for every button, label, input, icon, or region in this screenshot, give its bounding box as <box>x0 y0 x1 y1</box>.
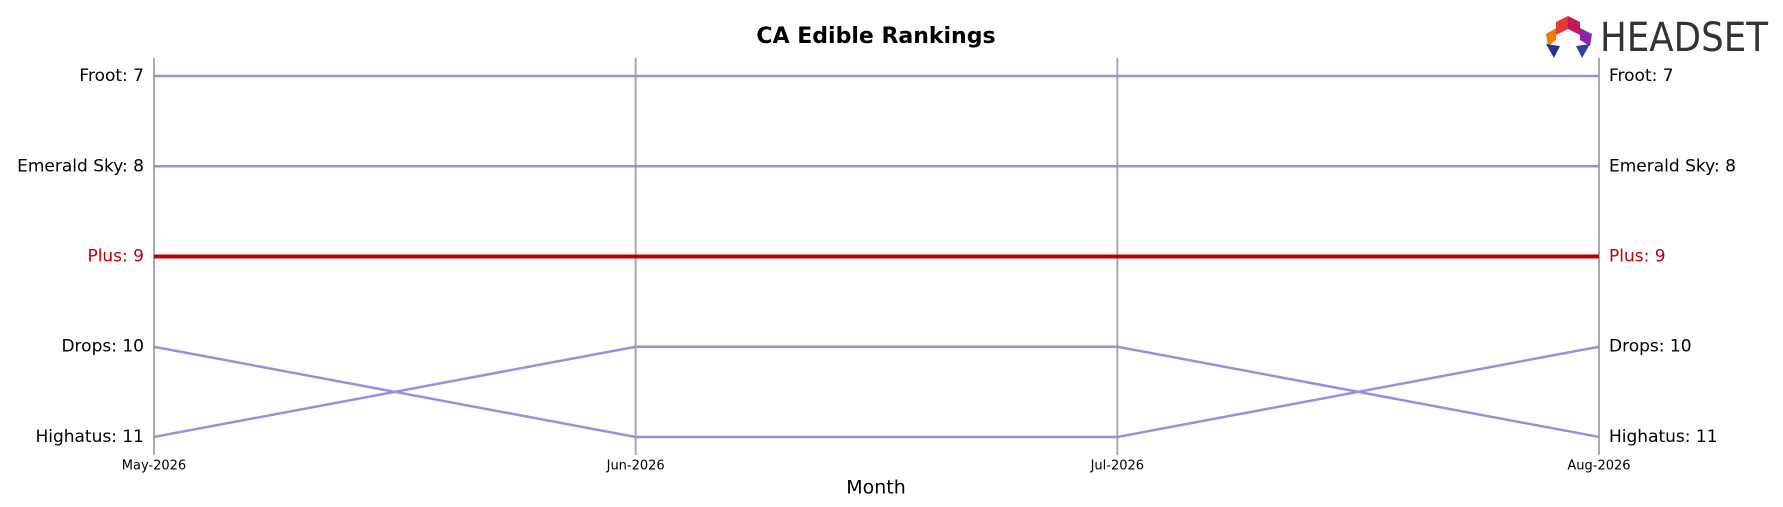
value-label: Emerald Sky: 8 <box>1609 156 1736 176</box>
value-label: Drops: 10 <box>61 337 144 357</box>
value-label: Highatus: 11 <box>1609 427 1718 447</box>
x-tick-label: Jun-2026 <box>606 459 665 474</box>
value-label: Froot: 7 <box>1609 66 1674 86</box>
value-label: Emerald Sky: 8 <box>17 156 144 176</box>
series-line <box>153 345 1600 439</box>
logo-shape <box>1556 16 1568 35</box>
value-label: Plus: 9 <box>87 247 144 267</box>
logo-shape <box>1546 44 1560 58</box>
value-label: Drops: 10 <box>1609 337 1692 357</box>
logo-text: HEADSET <box>1600 15 1768 61</box>
x-axis-label: Month <box>846 477 906 499</box>
logo-shape <box>1576 44 1590 58</box>
logo: HEADSET <box>1546 15 1768 61</box>
value-label: Highatus: 11 <box>35 427 144 447</box>
logo-shape <box>1580 28 1592 46</box>
logo-shape <box>1568 16 1580 35</box>
x-tick-label: Jul-2026 <box>1090 459 1144 474</box>
value-label: Froot: 7 <box>79 66 144 86</box>
logo-shape <box>1546 28 1556 46</box>
x-tick-label: Aug-2026 <box>1567 459 1630 474</box>
value-label: Plus: 9 <box>1609 247 1666 267</box>
chart-title: CA Edible Rankings <box>756 24 995 49</box>
x-tick-label: May-2026 <box>122 459 186 474</box>
